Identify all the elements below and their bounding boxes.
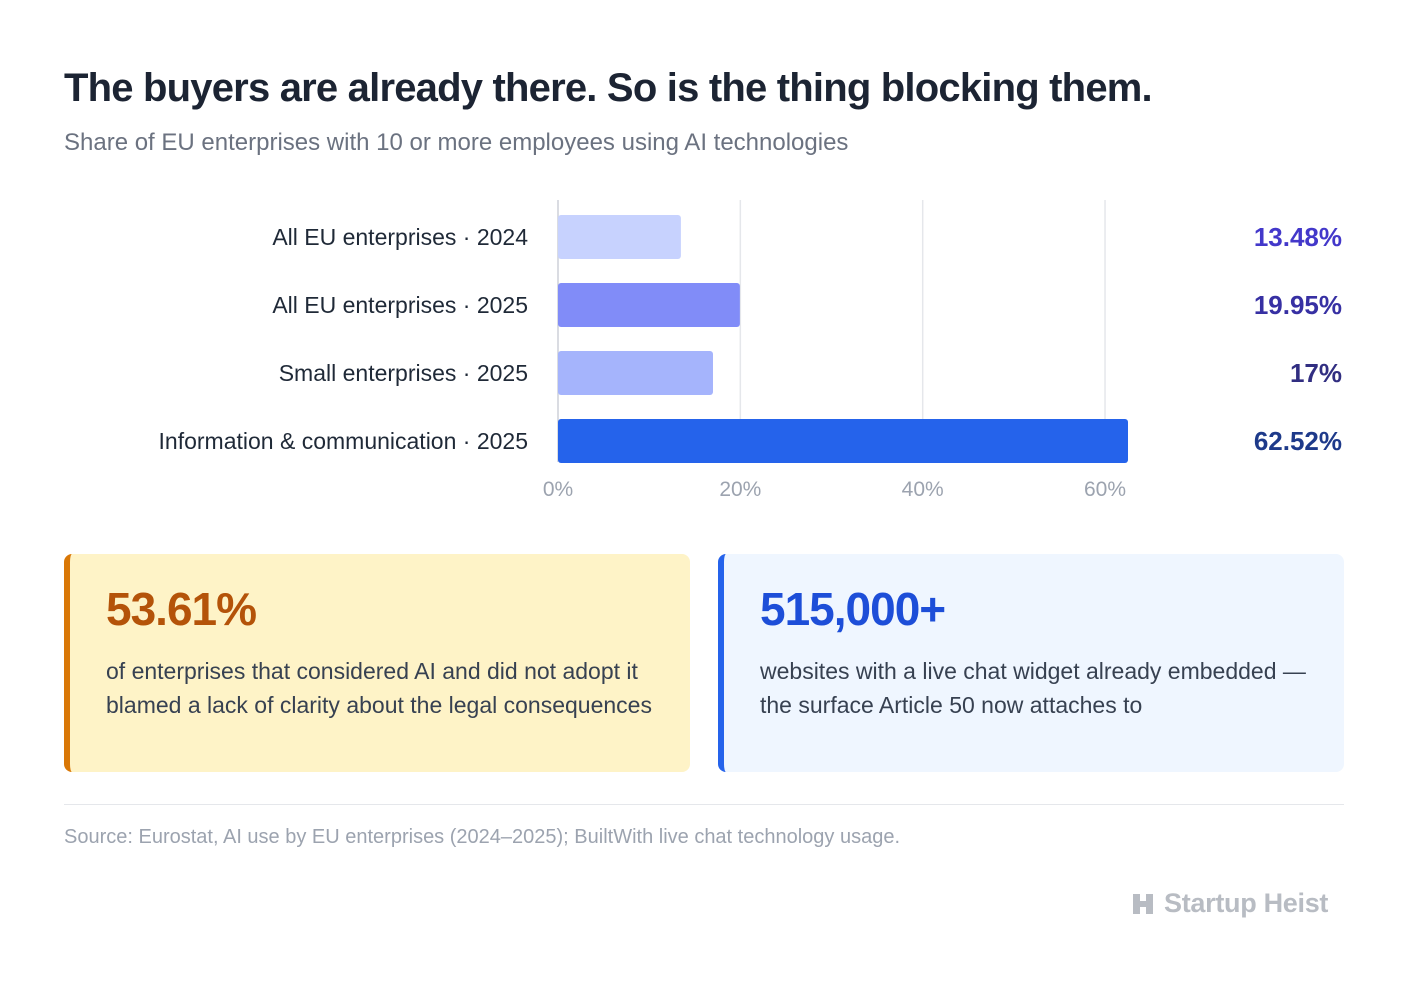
x-tick-label-2: 40% xyxy=(902,478,944,501)
bar-2 xyxy=(558,351,713,395)
value-label-1: 19.95% xyxy=(1254,290,1342,320)
legal-clarity-text: of enterprises that considered AI and di… xyxy=(106,658,652,718)
startup-heist-logo-icon xyxy=(1133,893,1153,914)
value-label-3: 62.52% xyxy=(1254,426,1342,456)
x-tick-label-1: 20% xyxy=(719,478,761,501)
category-label-3: Information & communication · 2025 xyxy=(159,428,528,454)
source-note: Source: Eurostat, AI use by EU enterpris… xyxy=(64,826,901,848)
bar-3 xyxy=(558,419,1128,463)
live-chat-text: websites with a live chat widget already… xyxy=(760,658,1306,718)
bar-1 xyxy=(558,283,740,327)
chart-title: The buyers are already there. So is the … xyxy=(64,66,1153,110)
category-label-2: Small enterprises · 2025 xyxy=(279,360,528,386)
bar-0 xyxy=(558,215,681,259)
brand-logo: Startup Heist xyxy=(1130,888,1328,919)
live-chat-stat: 515,000+ xyxy=(760,583,946,635)
live-chat-card: 515,000+ websites with a live chat widge… xyxy=(718,554,1344,772)
brand-name: Startup Heist xyxy=(1164,888,1329,918)
footer-divider xyxy=(64,804,1344,805)
category-label-1: All EU enterprises · 2025 xyxy=(272,292,528,318)
x-tick-label-0: 0% xyxy=(543,478,573,501)
value-label-2: 17% xyxy=(1290,358,1342,388)
bar-chart: 0% 20% 40% 60% All EU enterprises · 2024 13.4… xyxy=(159,200,1342,501)
x-tick-label-3: 60% xyxy=(1084,478,1126,501)
legal-clarity-card: 53.61% of enterprises that considered AI… xyxy=(64,554,690,772)
category-label-0: All EU enterprises · 2024 xyxy=(272,224,528,250)
legal-clarity-stat: 53.61% xyxy=(106,583,257,635)
value-label-0: 13.48% xyxy=(1254,222,1342,252)
chart-subtitle: Share of EU enterprises with 10 or more … xyxy=(64,129,849,156)
